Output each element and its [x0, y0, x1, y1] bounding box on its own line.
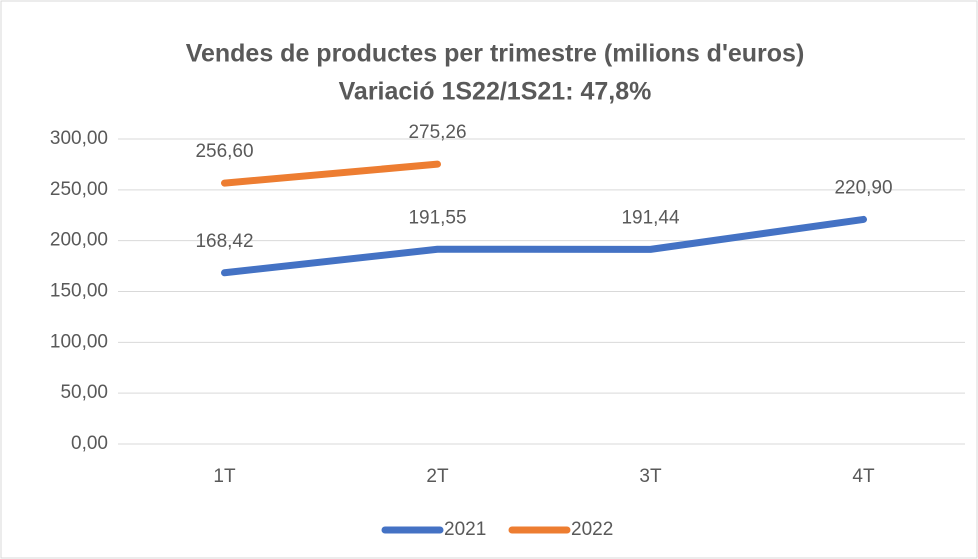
y-tick-label: 300,00: [50, 128, 108, 149]
data-label: 168,42: [195, 231, 253, 252]
x-tick-label: 2T: [426, 466, 449, 487]
y-tick-label: 50,00: [60, 382, 108, 403]
y-tick-label: 250,00: [50, 179, 108, 200]
data-label: 220,90: [834, 177, 892, 198]
legend-label: 2021: [444, 519, 486, 540]
y-tick-label: 150,00: [50, 281, 108, 302]
data-label: 256,60: [195, 141, 253, 162]
chart-subtitle: Variació 1S22/1S21: 47,8%: [339, 78, 652, 106]
chart-title: Vendes de productes per trimestre (milio…: [186, 40, 805, 68]
x-tick-label: 1T: [213, 466, 236, 487]
y-tick-label: 0,00: [71, 433, 108, 454]
data-label: 275,26: [408, 122, 466, 143]
series-line: [221, 160, 441, 187]
legend-label: 2022: [571, 519, 613, 540]
x-tick-label: 3T: [639, 466, 662, 487]
data-label: 191,55: [408, 207, 466, 228]
x-tick-label: 4T: [852, 466, 875, 487]
y-tick-label: 200,00: [50, 230, 108, 251]
data-label: 191,44: [621, 207, 680, 228]
y-tick-label: 100,00: [50, 331, 108, 352]
series-line: [221, 215, 867, 277]
